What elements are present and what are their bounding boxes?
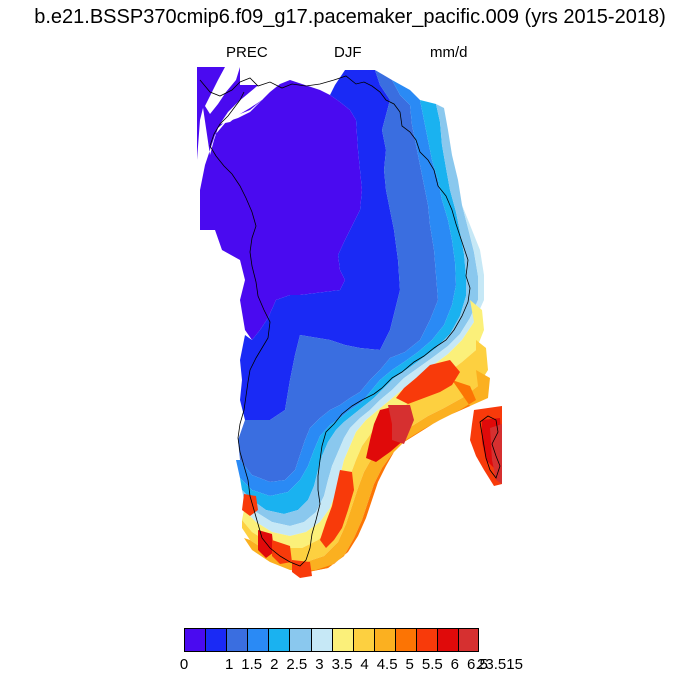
- colorbar-box: [310, 628, 332, 652]
- colorbar-box: [458, 628, 480, 652]
- colorbar-box: [352, 628, 374, 652]
- coastline: [199, 75, 501, 567]
- colorbar-label: 4: [360, 656, 369, 673]
- colorbar-label: 5.5: [421, 656, 443, 673]
- units-label: mm/d: [430, 44, 468, 61]
- colorbar-label: 6: [450, 656, 460, 673]
- colorbar-box: [268, 628, 290, 652]
- variable-label: PREC: [226, 44, 268, 61]
- colorbar-label: 1.5: [241, 656, 263, 673]
- colorbar-label: 3.5: [331, 656, 353, 673]
- precip-field: [197, 67, 502, 578]
- colorbar-label: 1: [224, 656, 234, 673]
- colorbar-box: [226, 628, 248, 652]
- colorbar-box: [416, 628, 438, 652]
- colorbar-box: [205, 628, 227, 652]
- colorbar-label: 0: [179, 656, 189, 673]
- colorbar-label: 23.515: [477, 656, 523, 673]
- colorbar-box: [331, 628, 353, 652]
- colorbar-box: [184, 628, 206, 652]
- colorbar-label: 3: [315, 656, 324, 673]
- colorbar: [184, 628, 480, 652]
- colorbar-label: 4.5: [376, 656, 398, 673]
- colorbar-label: 5: [405, 656, 414, 673]
- season-label: DJF: [334, 44, 362, 61]
- colorbar-label: 2: [270, 656, 279, 673]
- colorbar-box: [289, 628, 311, 652]
- colorbar-box: [247, 628, 269, 652]
- colorbar-box: [373, 628, 395, 652]
- colorbar-labels: 0 1 1.5 2 2.5 3 3.5 4 4.5 5 5.5 6 6.5 23.515: [0, 656, 700, 676]
- plot-title: b.e21.BSSP370cmip6.f09_g17.pacemaker_pac…: [34, 6, 666, 28]
- colorbar-label: 6.5: [466, 656, 488, 673]
- colorbar-box: [394, 628, 417, 652]
- colorbar-box: [437, 628, 459, 652]
- colorbar-label: 2.5: [286, 656, 308, 673]
